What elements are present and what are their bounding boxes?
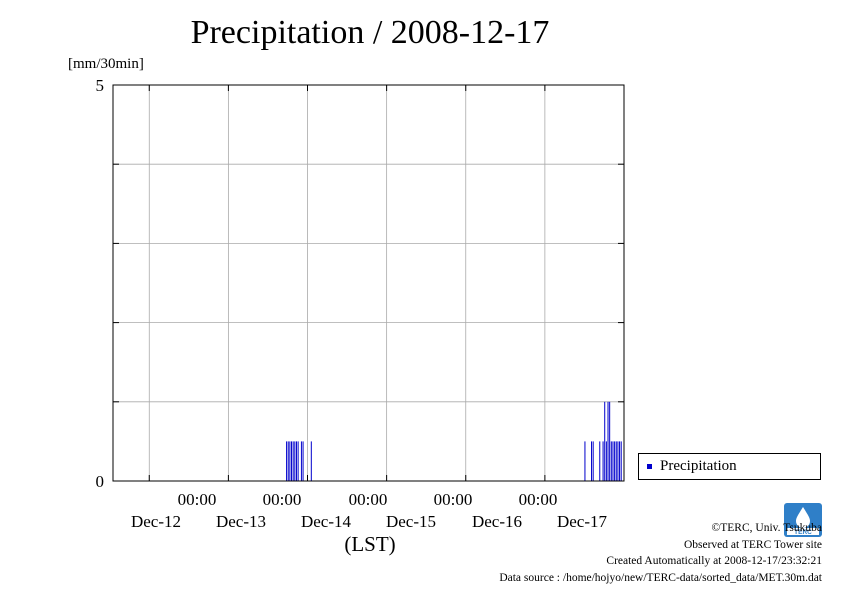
precipitation-bar — [617, 441, 619, 481]
terc-logo: TERC — [784, 503, 822, 537]
precipitation-bar — [292, 441, 294, 481]
credits-block: ©TERC, Univ. Tsukuba Observed at TERC To… — [499, 520, 822, 586]
precipitation-bar — [619, 441, 621, 481]
precipitation-bar — [607, 401, 609, 481]
precipitation-bar — [310, 441, 312, 481]
x-tick-date-label: Dec-16 — [471, 512, 523, 531]
precipitation-bar — [294, 441, 296, 481]
precipitation-bar — [610, 441, 612, 481]
legend-label: Precipitation — [660, 458, 737, 474]
x-axis-label: (LST) — [344, 532, 396, 556]
precipitation-bar — [295, 441, 297, 481]
precipitation-bar — [297, 441, 299, 481]
precipitation-bars — [286, 401, 622, 481]
x-tick-date-label: Dec-13 — [215, 512, 267, 531]
precipitation-bar — [604, 401, 606, 481]
x-tick-time-label: 00:00 — [262, 490, 302, 509]
precipitation-bar — [612, 441, 614, 481]
created-text: Created Automatically at 2008-12-17/23:3… — [606, 555, 822, 567]
chart-title: Precipitation / 2008-12-17 — [190, 14, 550, 51]
precipitation-bar — [599, 441, 601, 481]
copyright-text: ©TERC, Univ. Tsukuba — [711, 522, 822, 534]
legend-swatch — [647, 464, 652, 469]
precipitation-bar — [609, 401, 611, 481]
precipitation-bar — [302, 441, 304, 481]
precipitation-bar — [584, 441, 586, 481]
precipitation-bar — [287, 441, 289, 481]
grid-lines — [113, 85, 624, 481]
logo-text: TERC — [794, 529, 812, 536]
x-tick-date-label: Dec-12 — [130, 512, 182, 531]
y-unit-label: [mm/30min] — [68, 56, 144, 72]
plot-frame — [112, 84, 625, 482]
x-tick-date-label: Dec-17 — [556, 512, 608, 531]
legend: Precipitation — [638, 453, 821, 480]
precipitation-bar — [605, 441, 607, 481]
precipitation-bar — [592, 441, 594, 481]
x-tick-time-label: 00:00 — [518, 490, 558, 509]
precipitation-bar — [286, 441, 288, 481]
y-tick-label-max: 5 — [95, 76, 105, 95]
precipitation-bar — [614, 441, 616, 481]
precipitation-bar — [591, 441, 593, 481]
data-source-text: Data source : /home/hojyo/new/TERC-data/… — [499, 571, 822, 584]
observed-text: Observed at TERC Tower site — [683, 538, 822, 551]
axis-ticks — [113, 84, 624, 482]
x-tick-time-label: 00:00 — [433, 490, 473, 509]
precipitation-bar — [620, 441, 622, 481]
x-tick-date-label: Dec-15 — [385, 512, 437, 531]
x-tick-time-label: 00:00 — [177, 490, 217, 509]
precipitation-bar — [602, 441, 604, 481]
precipitation-bar — [300, 441, 302, 481]
precipitation-bar — [291, 441, 293, 481]
x-tick-date-label: Dec-14 — [300, 512, 352, 531]
y-tick-label-min: 0 — [95, 472, 105, 491]
precipitation-bar — [615, 441, 617, 481]
precipitation-bar — [289, 441, 291, 481]
x-tick-time-label: 00:00 — [348, 490, 388, 509]
